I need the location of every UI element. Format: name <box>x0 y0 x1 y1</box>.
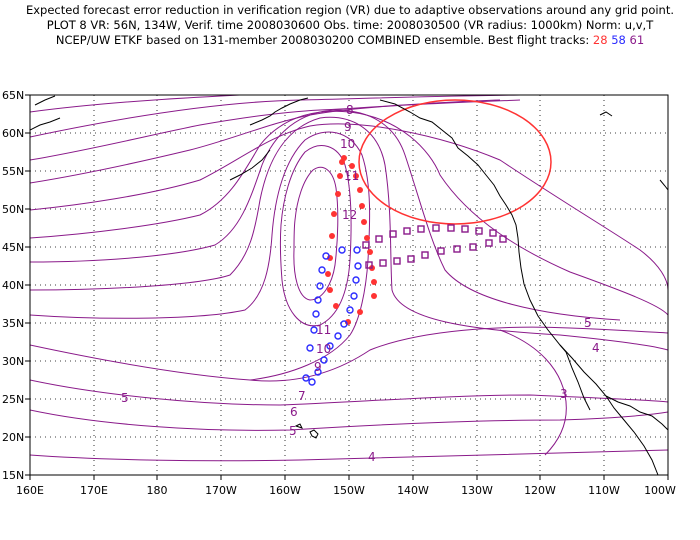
title-line-1: Expected forecast error reduction in ver… <box>25 3 675 17</box>
lon-label: 170E <box>80 484 108 497</box>
contour-label: 5 <box>289 424 297 438</box>
contour-label: 10 <box>316 342 331 356</box>
coastlines <box>30 95 668 475</box>
lat-label: 40N <box>2 279 24 292</box>
lat-label: 35N <box>2 317 24 330</box>
contour-label: 7 <box>298 389 306 403</box>
lat-label: 25N <box>2 393 24 406</box>
title-line-3: NCEP/UW ETKF based on 131-member 2008030… <box>0 33 700 47</box>
lon-label: 150W <box>333 484 365 497</box>
contour-label: 10 <box>340 137 355 151</box>
track-number-28: 28 <box>592 33 608 47</box>
contour-label: 5 <box>584 316 592 330</box>
track-number-61: 61 <box>629 33 645 47</box>
title-line-3-text: NCEP/UW ETKF based on 131-member 2008030… <box>55 33 590 47</box>
contour-label: 9 <box>344 120 352 134</box>
contour-label: 4 <box>368 450 376 464</box>
contour-label: 8 <box>346 103 354 117</box>
contour-labels: 8 9 10 11 12 11 10 9 7 6 5 5 5 4 4 3 <box>121 103 600 464</box>
latitude-labels: 65N 60N 55N 50N 45N 40N 35N 30N 25N 20N … <box>2 89 24 482</box>
lat-label: 15N <box>2 469 24 482</box>
track-number-58: 58 <box>611 33 626 47</box>
lon-label: 160W <box>269 484 301 497</box>
contour-label: 5 <box>121 391 129 405</box>
lon-label: 140W <box>397 484 429 497</box>
contour-label: 11 <box>316 323 331 337</box>
flight-track-28 <box>325 155 377 325</box>
verification-region-circle <box>358 99 552 225</box>
lon-label: 180 <box>147 484 168 497</box>
lon-label: 130W <box>461 484 493 497</box>
lon-label: 100W <box>644 484 676 497</box>
lat-label: 30N <box>2 355 24 368</box>
contour-label: 4 <box>592 341 600 355</box>
lat-label: 65N <box>2 89 24 102</box>
contour-label: 6 <box>290 405 298 419</box>
lat-label: 50N <box>2 203 24 216</box>
lat-label: 55N <box>2 165 24 178</box>
lon-label: 170W <box>205 484 237 497</box>
lat-label: 20N <box>2 431 24 444</box>
lon-label: 110W <box>588 484 620 497</box>
flight-track-61 <box>362 224 507 269</box>
lon-label: 160E <box>16 484 44 497</box>
contour-label: 12 <box>342 208 357 222</box>
axis-ticks <box>25 94 669 480</box>
contour-lines <box>30 95 668 462</box>
flight-track-58 <box>302 246 362 386</box>
lat-label: 45N <box>2 241 24 254</box>
title-line-2: PLOT 8 VR: 56N, 134W, Verif. time 200803… <box>46 18 654 32</box>
graticule <box>30 95 668 475</box>
longitude-labels: 160E 170E 180 170W 160W 150W 140W 130W 1… <box>16 484 676 497</box>
lon-label: 120W <box>524 484 556 497</box>
contour-label: 11 <box>344 169 359 183</box>
contour-label: 9 <box>314 360 322 374</box>
lat-label: 60N <box>2 127 24 140</box>
contour-label: 3 <box>560 387 568 401</box>
